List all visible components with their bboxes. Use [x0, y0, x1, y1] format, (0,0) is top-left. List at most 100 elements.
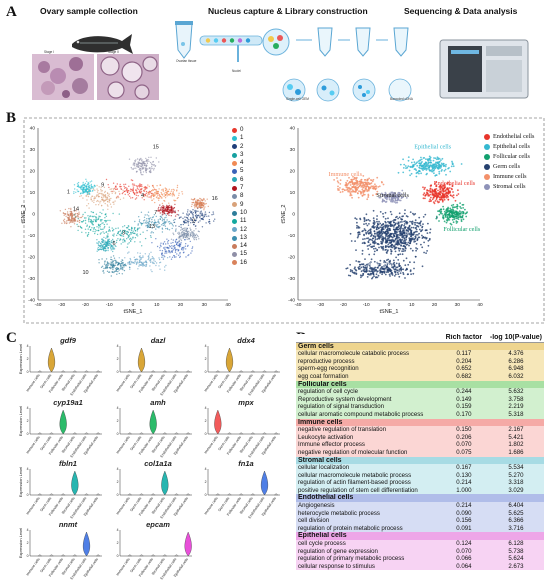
violin-category-label: Immune cells — [204, 435, 219, 454]
table-row: regulation of protein metabolic process 0… — [296, 524, 544, 533]
violin-category-label: Immune cells — [204, 373, 219, 392]
table-cell-term: regulation of gene expression — [298, 547, 378, 555]
violin-category-label: Immune cells — [116, 557, 131, 576]
violin-y-tick: 0 — [27, 493, 29, 497]
table-cell-rich: 0.214 — [456, 502, 472, 510]
table-group-name: Immune cells — [298, 418, 343, 426]
panel-a-tiny-captions: Stage I Stage II Ovarian tissue Nuclei S… — [44, 50, 414, 101]
violin-shape — [127, 554, 133, 557]
tsne-right-y-tick: -20 — [288, 255, 295, 261]
celltype-legend-dot — [484, 134, 490, 140]
cluster-legend-dot — [232, 169, 237, 175]
table-cell-logp: 5.624 — [508, 555, 524, 563]
table-group-row: Follicular cells — [296, 380, 544, 389]
table-cell-logp: 5.632 — [508, 388, 524, 396]
table-cell-rich: 1.000 — [456, 486, 472, 494]
violin-y-tick: 2 — [27, 419, 29, 423]
tsne-left-cluster-label: 3 — [122, 231, 125, 237]
violin-shape — [250, 370, 256, 373]
go-enrichment-table: Rich factor -log 10(P-value) Germ cells cel… — [296, 334, 544, 571]
violin-y-tick: 0 — [27, 432, 29, 436]
tsne-left-cluster-label: 14 — [73, 207, 79, 213]
panel-a-letter: A — [6, 4, 17, 20]
panel-a-title-sample: Ovary sample collection — [40, 6, 138, 16]
celltype-legend-item: Endothelial cells — [484, 132, 534, 142]
violin-shape — [60, 370, 66, 373]
table-cell-term: negative regulation of translation — [298, 426, 387, 434]
violin-shape — [162, 554, 168, 557]
tsne-left-x-tick: -20 — [82, 302, 89, 308]
violin-shape — [150, 370, 156, 373]
violin-shape — [227, 432, 232, 435]
violin-y-tick: 4 — [117, 467, 119, 471]
cluster-legend-dot — [232, 260, 237, 266]
table-row: negative regulation of translation 0.150 2… — [296, 426, 544, 434]
violin-y-tick: 2 — [117, 541, 119, 545]
table-cell-logp: 5.421 — [508, 433, 524, 441]
table-cell-rich: 0.075 — [456, 448, 472, 456]
violin-shape — [95, 432, 101, 435]
table-cell-logp: 3.716 — [508, 524, 524, 532]
violin-shape — [150, 493, 156, 496]
table-group-row: Epithelial cells — [296, 532, 544, 541]
workflow-illustration — [32, 21, 529, 102]
cluster-legend-item: 15 — [232, 250, 247, 258]
cluster-legend-dot — [232, 252, 237, 258]
celltype-legend-label: Stromal cells — [493, 183, 526, 190]
violin-y-tick: 0 — [205, 432, 207, 436]
violin-y-tick: 4 — [205, 344, 207, 348]
svg-text:Nuclei: Nuclei — [232, 69, 241, 73]
cluster-legend-label: 3 — [240, 150, 244, 158]
table-cell-logp: 6.366 — [508, 517, 524, 525]
cluster-legend-item: 16 — [232, 259, 247, 267]
celltype-legend-item: Epithelial cells — [484, 142, 534, 152]
table-row: cellular macromolecule catabolic process… — [296, 350, 544, 358]
svg-text:Stage II: Stage II — [108, 50, 119, 54]
violin-shape — [82, 531, 91, 557]
violin-gene-title: gdf9 — [59, 336, 77, 345]
violin-y-tick: 2 — [117, 480, 119, 484]
table-row: negative regulation of molecular functio… — [296, 448, 544, 457]
tsne-left-x-tick: 20 — [178, 302, 184, 308]
table-cell-logp: 6.032 — [508, 372, 524, 380]
tsne-right-x-tick: -20 — [340, 302, 347, 308]
table-group-name: Endothelial cells — [298, 494, 354, 502]
tsne-right-celltype-label: Stromal cells — [376, 192, 409, 199]
cluster-legend-label: 11 — [240, 217, 247, 225]
table-group-name: Stromal cells — [298, 456, 342, 464]
celltype-legend-label: Epithelial cells — [493, 143, 530, 150]
tsne-left-y-tick: -30 — [28, 276, 35, 282]
violin-category-label: Immune cells — [26, 557, 41, 576]
table-cell-rich: 0.070 — [456, 441, 472, 449]
violin-category-label: Immune cells — [26, 373, 41, 392]
celltype-legend-label: Follicular cells — [493, 153, 530, 160]
violin-shape — [262, 370, 267, 373]
cluster-legend-label: 1 — [240, 134, 244, 142]
table-cell-term: Angiogenesis — [298, 502, 335, 510]
violin-gene-title: fn1a — [238, 459, 253, 468]
table-cell-rich: 0.149 — [456, 395, 472, 403]
table-cell-rich: 0.204 — [456, 357, 472, 365]
table-row: egg coat formation 0.682 6.032 — [296, 372, 544, 381]
violin-y-tick: 0 — [117, 554, 119, 558]
tsne-left-y-tick: 0 — [32, 212, 35, 218]
tsne-right-x-tick: 20 — [432, 302, 438, 308]
violin-y-tick: 4 — [117, 406, 119, 410]
violin-shape — [162, 432, 168, 435]
tsne-left-cluster-label: 9 — [101, 182, 104, 188]
table-row: cellular response to stimulus 0.064 2.673 — [296, 562, 544, 571]
table-row: cellular macromolecule metabolic process… — [296, 471, 544, 480]
celltype-legend-item: Germ cells — [484, 162, 534, 172]
tsne-left-x-tick: -10 — [106, 302, 113, 308]
tsne-right-y-tick: -10 — [288, 233, 295, 239]
cluster-legend-label: 13 — [240, 233, 247, 241]
table-row: regulation of gene expression 0.070 5.738 — [296, 547, 544, 556]
violin-shape — [139, 432, 144, 435]
cluster-legend-item: 0 — [232, 126, 247, 134]
tsne-right-points — [333, 155, 468, 280]
droplet-circles-icon — [282, 78, 412, 102]
